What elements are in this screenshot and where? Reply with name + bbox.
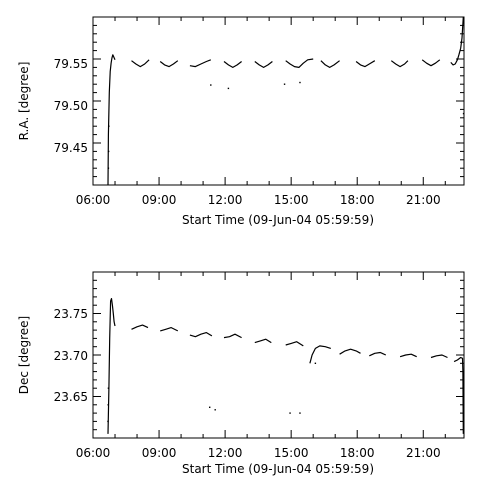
dec-x-tick-label: 18:00: [340, 446, 375, 460]
ra-data-point: [210, 84, 212, 86]
ra-series-segment: [131, 59, 150, 68]
dec-series-segment: [309, 345, 331, 364]
dec-x-tick-label: 21:00: [406, 446, 441, 460]
ra-y-axis-title: R.A. [degree]: [17, 62, 31, 141]
ra-data-point: [107, 150, 110, 153]
ra-series-segment: [223, 61, 242, 69]
ra-data-point: [227, 87, 230, 90]
dec-data-point: [289, 412, 291, 414]
dec-data-point: [214, 409, 216, 411]
dec-data-point: [107, 404, 109, 406]
ra-x-tick-label: 15:00: [274, 193, 309, 207]
dec-series-segment: [453, 356, 464, 434]
ra-x-tick-label: 06:00: [76, 193, 111, 207]
ra-series-segment: [421, 59, 441, 67]
dec-series-segment: [369, 351, 387, 357]
dec-series-segment: [285, 341, 304, 347]
ra-plot-frame: [92, 16, 465, 186]
ra-y-tick-label: 79.45: [54, 141, 88, 155]
dec-x-tick-label: 06:00: [76, 446, 111, 460]
ra-x-tick-label: 18:00: [340, 193, 375, 207]
ra-panel: 06:00 09:00 12:00 15:00 18:00 21:00 79.4…: [17, 16, 465, 227]
ra-x-tick-label: 12:00: [208, 193, 243, 207]
dec-series-segment: [160, 327, 179, 332]
ra-x-tick-label: 21:00: [406, 193, 441, 207]
ra-series-segment: [107, 54, 116, 186]
ra-series-segment: [189, 59, 212, 68]
ra-data-point: [108, 125, 110, 127]
dec-panel: 06:00 09:00 12:00 15:00 18:00 21:00 23.6…: [17, 271, 465, 476]
dec-data-point: [208, 406, 211, 408]
ra-x-tick-label: 09:00: [142, 193, 177, 207]
ra-data-point: [299, 81, 301, 84]
dec-data-point: [107, 387, 110, 389]
dec-data-series: [107, 298, 464, 434]
dec-axis-ticks: [92, 272, 464, 438]
ra-series-segment: [355, 60, 376, 68]
dec-x-tick-label: 09:00: [142, 446, 177, 460]
dec-series-segment: [339, 348, 361, 355]
dec-series-segment: [254, 338, 272, 344]
ra-series-segment: [450, 16, 464, 66]
dec-x-tick-label: 15:00: [274, 446, 309, 460]
ra-data-point: [107, 167, 110, 169]
ra-y-tick-label: 79.50: [54, 99, 88, 113]
ra-series-segment: [159, 60, 179, 68]
ra-series-segment: [285, 58, 314, 69]
dec-series-segment: [107, 298, 116, 434]
dec-series-segment: [399, 353, 417, 358]
dec-data-point: [314, 362, 317, 364]
dec-x-axis-title: Start Time (09-Jun-04 05:59:59): [182, 462, 374, 476]
ra-data-series: [107, 16, 465, 186]
ra-series-segment: [390, 60, 409, 68]
dec-y-tick-label: 23.65: [54, 390, 88, 404]
dec-y-tick-label: 23.75: [54, 307, 88, 321]
ra-data-point: [462, 112, 465, 115]
dec-series-segment: [430, 354, 448, 359]
ra-axis-ticks: [92, 17, 464, 185]
dec-series-segment: [189, 332, 213, 338]
dec-y-tick-label: 23.70: [54, 349, 88, 363]
ra-series-segment: [320, 60, 340, 69]
dec-data-point: [107, 420, 109, 423]
ra-data-point: [283, 83, 286, 85]
dec-series-segment: [223, 333, 242, 339]
ra-series-segment: [254, 61, 273, 69]
dec-data-point: [299, 412, 301, 414]
dec-y-axis-title: Dec [degree]: [17, 316, 31, 394]
dec-series-segment: [131, 324, 149, 330]
ra-x-axis-title: Start Time (09-Jun-04 05:59:59): [182, 213, 374, 227]
ra-y-tick-label: 79.55: [54, 57, 88, 71]
dec-x-tick-label: 12:00: [208, 446, 243, 460]
